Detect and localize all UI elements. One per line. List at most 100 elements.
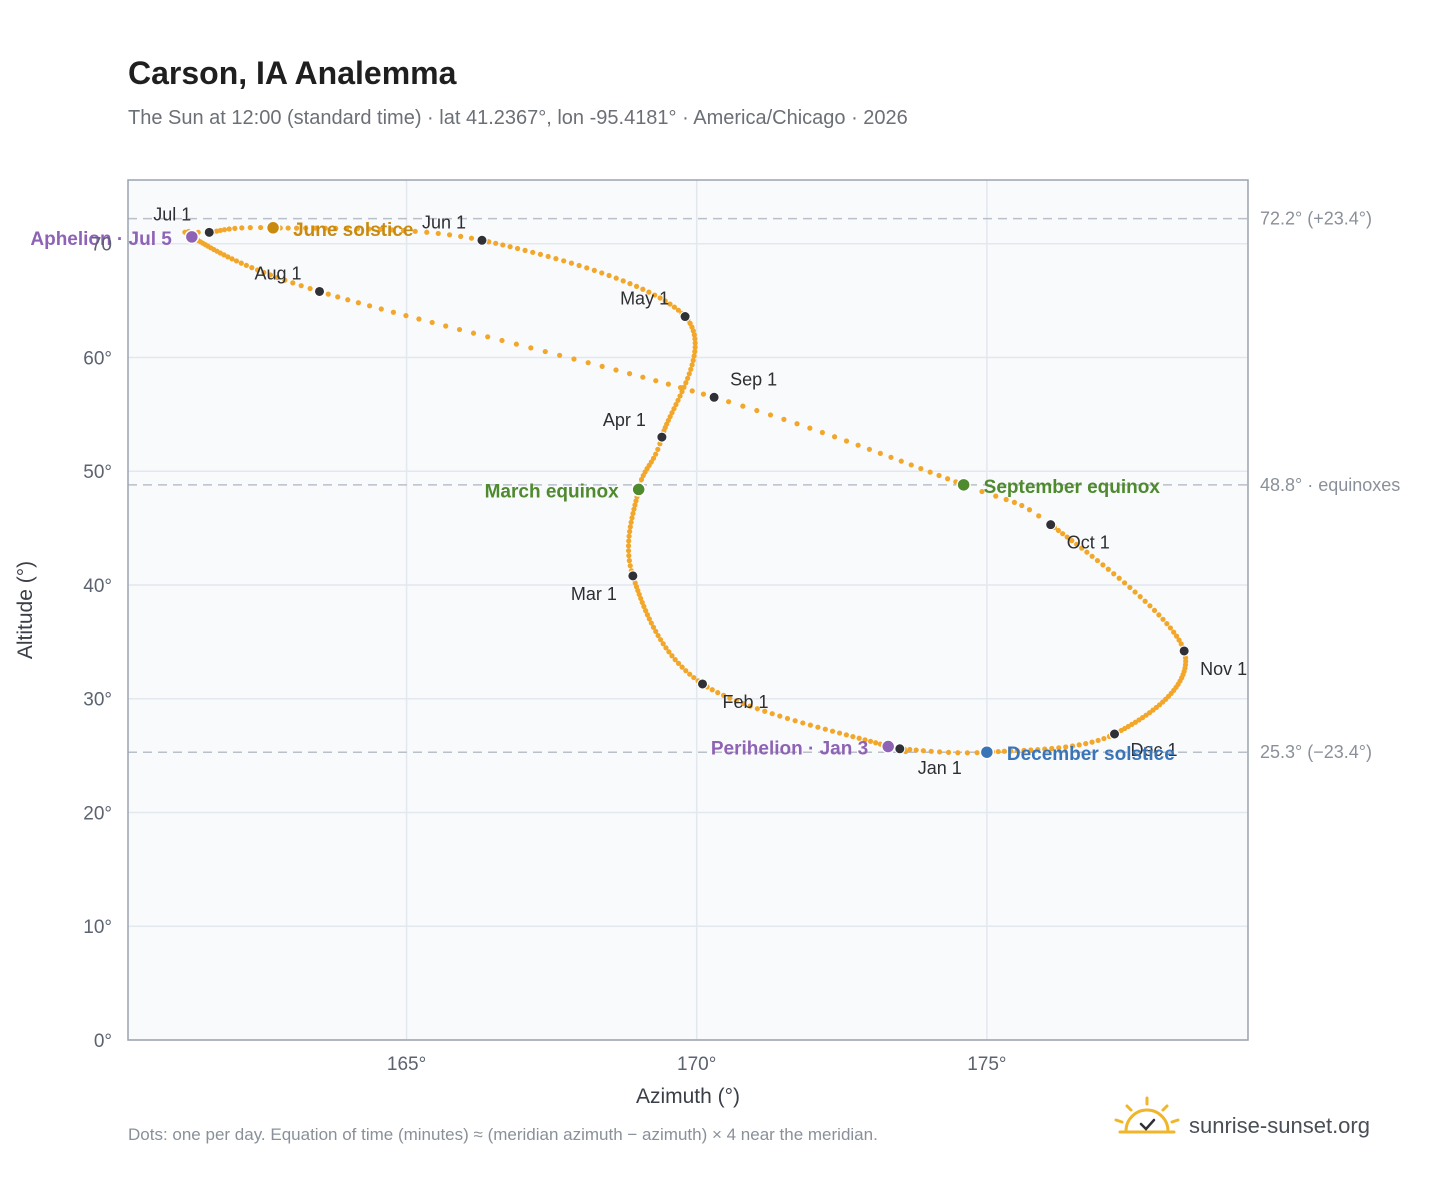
daily-sun-dot — [836, 730, 843, 736]
daily-sun-dot — [691, 353, 697, 359]
daily-sun-dot — [669, 653, 675, 659]
daily-sun-dot — [627, 563, 633, 569]
daily-sun-dot — [689, 362, 695, 368]
daily-sun-dot — [641, 603, 647, 610]
daily-sun-dot — [754, 407, 760, 414]
daily-sun-dot — [1089, 553, 1095, 559]
daily-sun-dot — [625, 548, 632, 554]
daily-sun-dot — [282, 277, 288, 283]
daily-sun-dot — [285, 225, 291, 231]
daily-sun-dot — [920, 748, 926, 754]
reference-label: 48.8° · equinoxes — [1260, 475, 1400, 495]
month-marker — [627, 570, 639, 582]
daily-sun-dot — [599, 270, 605, 276]
daily-sun-dot — [1063, 744, 1069, 750]
daily-sun-dot — [679, 664, 685, 670]
daily-sun-dot — [867, 738, 874, 744]
daily-sun-dot — [638, 476, 645, 483]
daily-sun-dot — [221, 252, 227, 258]
daily-sun-dot — [675, 660, 682, 667]
daily-sun-dot — [258, 224, 264, 231]
daily-sun-dot — [937, 749, 943, 755]
daily-sun-dot — [1026, 507, 1033, 513]
month-label: Aug 1 — [254, 263, 301, 283]
daily-sun-dot — [631, 506, 637, 512]
daily-sun-dot — [945, 476, 951, 482]
daily-sun-dot — [1028, 747, 1034, 753]
daily-sun-dot — [888, 454, 894, 460]
daily-sun-dot — [561, 258, 567, 264]
month-marker — [656, 431, 668, 443]
daily-sun-dot — [1160, 616, 1166, 622]
daily-sun-dot — [1127, 584, 1133, 591]
daily-sun-dot — [690, 357, 696, 363]
daily-sun-dot — [653, 378, 659, 384]
daily-sun-dot — [389, 227, 395, 233]
month-label: Apr 1 — [603, 410, 646, 430]
daily-sun-dot — [1011, 499, 1018, 505]
daily-sun-dot — [568, 260, 575, 266]
daily-sun-dot — [683, 668, 689, 674]
daily-sun-dot — [640, 374, 646, 380]
daily-sun-dot — [530, 249, 536, 255]
daily-sun-dot — [514, 245, 521, 252]
daily-sun-dot — [627, 281, 633, 287]
x-tick-label: 165° — [387, 1054, 426, 1075]
daily-sun-dot — [628, 519, 634, 525]
daily-sun-dot — [239, 225, 245, 231]
daily-sun-dot — [1121, 580, 1128, 586]
month-label: Jan 1 — [918, 758, 962, 778]
reference-label: 72.2° (+23.4°) — [1260, 209, 1372, 229]
daily-sun-dot — [653, 628, 659, 635]
daily-sun-dot — [343, 225, 350, 232]
month-label: Jun 1 — [422, 212, 466, 232]
daily-sun-dot — [576, 262, 582, 269]
daily-sun-dot — [225, 254, 231, 260]
month-marker — [314, 285, 326, 297]
daily-sun-dot — [557, 352, 563, 358]
daily-sun-dot — [626, 538, 632, 544]
daily-sun-dot — [646, 616, 652, 622]
daily-sun-dot — [1064, 534, 1070, 540]
daily-sun-dot — [777, 713, 783, 719]
daily-sun-dot — [691, 674, 697, 681]
daily-sun-dot — [784, 715, 791, 722]
daily-sun-dot — [692, 340, 698, 346]
daily-sun-dot — [307, 285, 313, 292]
daily-sun-dot — [700, 391, 707, 397]
daily-sun-dot — [855, 442, 861, 448]
daily-sun-dot — [1074, 541, 1080, 547]
daily-sun-dot — [747, 703, 753, 709]
daily-sun-dot — [571, 356, 577, 362]
daily-sun-dot — [715, 690, 721, 696]
daily-sun-dot — [667, 414, 673, 420]
daily-sun-dot — [1164, 621, 1170, 627]
daily-sun-dot — [657, 295, 663, 301]
y-tick-label: 30° — [83, 690, 112, 711]
daily-sun-dot — [1142, 598, 1148, 604]
daily-sun-dot — [979, 488, 985, 495]
daily-sun-dot — [792, 718, 798, 724]
daily-sun-dot — [643, 608, 649, 614]
daily-sun-dot — [322, 225, 328, 231]
daily-sun-dot — [829, 728, 836, 734]
daily-sun-dot — [1116, 575, 1122, 581]
daily-sun-dot — [446, 232, 453, 238]
daily-sun-dot — [290, 280, 296, 286]
daily-sun-dot — [862, 737, 868, 743]
daily-sun-dot — [653, 451, 659, 457]
daily-sun-dot — [665, 381, 671, 387]
daily-sun-dot — [843, 438, 850, 444]
daily-sun-dot — [709, 687, 715, 693]
event-label: March equinox — [485, 481, 620, 502]
daily-sun-dot — [584, 265, 590, 271]
event-markers: Perihelion · Jan 3 March equinox June sols… — [30, 220, 1174, 765]
daily-sun-dot — [683, 380, 689, 386]
daily-sun-dot — [669, 410, 675, 416]
daily-sun-dot — [898, 458, 904, 464]
daily-sun-dot — [626, 558, 632, 564]
daily-sun-dot — [267, 272, 273, 278]
daily-sun-dot — [660, 641, 666, 647]
daily-sun-dot — [626, 371, 633, 377]
daily-sun-dot — [613, 367, 619, 373]
